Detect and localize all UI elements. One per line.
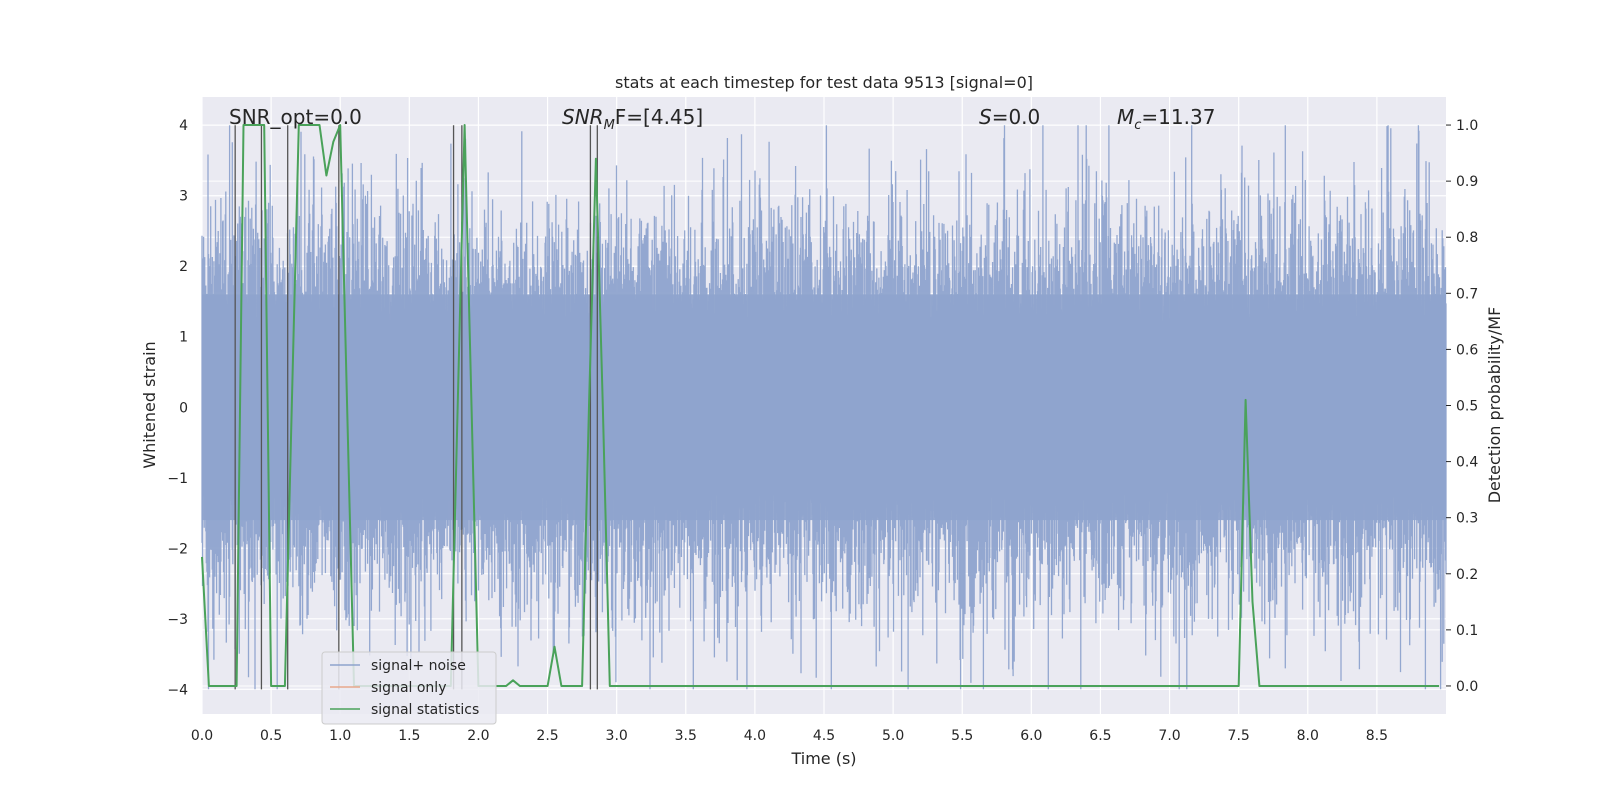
y-tick-label: −3 bbox=[167, 612, 188, 628]
y2-tick-label: 0.6 bbox=[1456, 342, 1478, 358]
x-tick-label: 8.0 bbox=[1297, 728, 1319, 744]
noise-trace bbox=[201, 125, 1447, 690]
x-tick-label: 0.0 bbox=[191, 728, 213, 744]
y2-tick-label: 0.2 bbox=[1456, 567, 1478, 583]
x-tick-label: 7.0 bbox=[1158, 728, 1180, 744]
stats-series bbox=[201, 124, 1440, 687]
s-symbol: S bbox=[979, 105, 992, 129]
x-tick-label: 6.5 bbox=[1089, 728, 1111, 744]
x-tick-label: 6.0 bbox=[1020, 728, 1042, 744]
y2-tick-label: 0.0 bbox=[1456, 679, 1478, 695]
x-tick-label: 5.5 bbox=[951, 728, 973, 744]
y-tick-label: −4 bbox=[167, 682, 188, 698]
y2-tick-label: 1.0 bbox=[1456, 118, 1478, 134]
legend: signal+ noise signal only signal statist… bbox=[321, 651, 497, 725]
x-tick-label: 8.5 bbox=[1366, 728, 1388, 744]
y-tick-label: 4 bbox=[179, 118, 188, 134]
x-tick-label: 2.5 bbox=[536, 728, 558, 744]
snr-mf-rest: F=[4.45] bbox=[615, 105, 703, 129]
mc-sub: c bbox=[1134, 118, 1141, 133]
y-tick-label: 3 bbox=[179, 189, 188, 205]
annotation-s: S=0.0 bbox=[979, 105, 1040, 129]
x-tick-label: 5.0 bbox=[882, 728, 904, 744]
y2-tick-label: 0.1 bbox=[1456, 623, 1478, 639]
y2-tick-label: 0.5 bbox=[1456, 399, 1478, 415]
y2-tick-label: 0.3 bbox=[1456, 511, 1478, 527]
x-tick-label: 7.5 bbox=[1228, 728, 1250, 744]
x-ticks: 0.0 0.5 1.0 1.5 2.0 2.5 3.0 3.5 4.0 4.5 5.0 5.5 6.0 6… bbox=[191, 728, 1388, 744]
x-tick-label: 4.5 bbox=[813, 728, 835, 744]
snr-mf-base: SNR bbox=[562, 105, 604, 129]
snr-mf-sub: M bbox=[604, 118, 615, 133]
annotation-snr-opt: SNR_opt=0.0 bbox=[229, 105, 362, 129]
y2-tick-label: 0.8 bbox=[1456, 230, 1478, 246]
y-tick-label: 0 bbox=[179, 400, 188, 416]
y2-ticks: 1.0 0.9 0.8 0.7 0.6 0.5 0.4 0.3 0.2 0.1 0.0 bbox=[1446, 118, 1478, 695]
annotation-mc: Mc=11.37 bbox=[1117, 105, 1215, 133]
x-tick-label: 0.5 bbox=[260, 728, 282, 744]
x-tick-label: 3.5 bbox=[675, 728, 697, 744]
x-axis-label: Time (s) bbox=[790, 749, 856, 768]
noise-series bbox=[201, 125, 1447, 690]
chart-title: stats at each timestep for test data 951… bbox=[615, 73, 1033, 92]
x-tick-label: 1.0 bbox=[329, 728, 351, 744]
y2-tick-label: 0.9 bbox=[1456, 174, 1478, 190]
legend-box bbox=[321, 651, 497, 725]
x-tick-label: 1.5 bbox=[398, 728, 420, 744]
legend-label-noise: signal+ noise bbox=[371, 658, 466, 674]
x-tick-label: 2.0 bbox=[467, 728, 489, 744]
y-tick-label: −2 bbox=[167, 541, 188, 557]
y2-tick-label: 0.7 bbox=[1456, 286, 1478, 302]
annotation-snr-mf: SNRMF=[4.45] bbox=[562, 105, 703, 133]
legend-label-stats: signal statistics bbox=[371, 702, 479, 718]
y-axis-label: Whitened strain bbox=[140, 341, 159, 468]
mc-value: =11.37 bbox=[1141, 105, 1215, 129]
y-tick-label: 1 bbox=[179, 330, 188, 346]
y2-axis-label: Detection probability/MF bbox=[1485, 307, 1504, 504]
s-value: =0.0 bbox=[992, 105, 1041, 129]
y-ticks: 4 3 2 1 0 −1 −2 −3 −4 bbox=[167, 118, 188, 698]
y-tick-label: −1 bbox=[167, 471, 188, 487]
legend-label-signal: signal only bbox=[371, 680, 446, 696]
x-tick-label: 4.0 bbox=[744, 728, 766, 744]
y-tick-label: 2 bbox=[179, 259, 188, 275]
x-tick-label: 3.0 bbox=[606, 728, 628, 744]
stats-line bbox=[201, 124, 1440, 687]
mc-base: M bbox=[1117, 105, 1134, 129]
y2-tick-label: 0.4 bbox=[1456, 455, 1478, 471]
